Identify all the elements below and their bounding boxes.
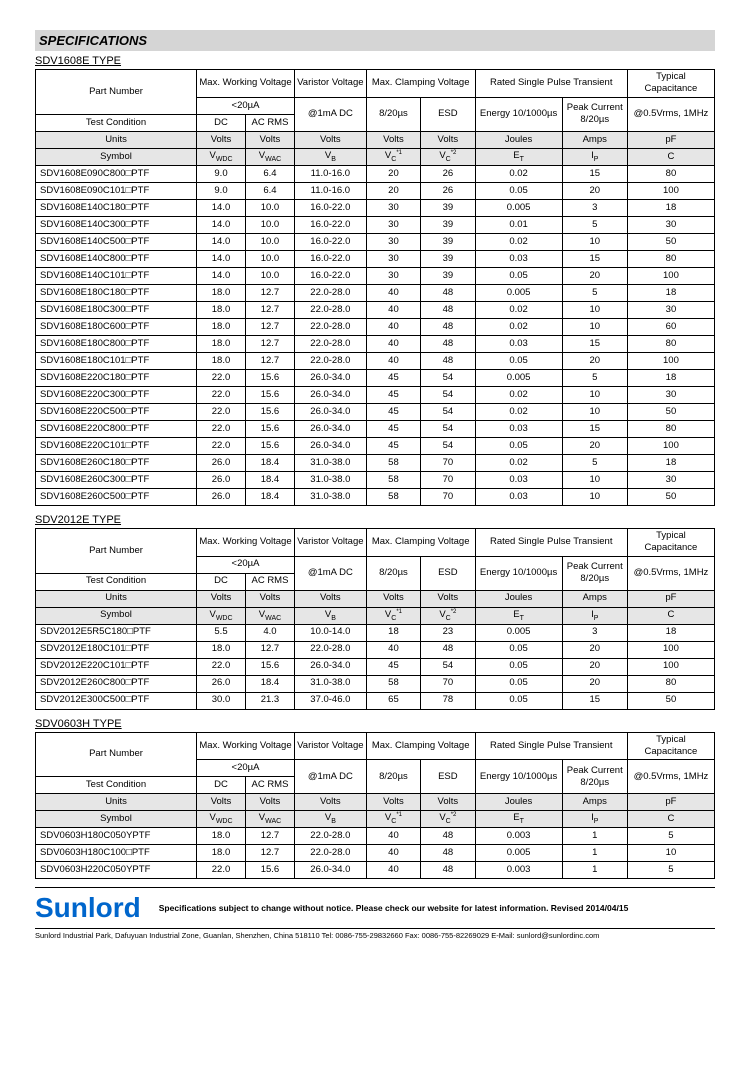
table-row: SDV1608E140C800□PTF14.010.016.0-22.03039…: [36, 250, 715, 267]
footer-address: Sunlord Industrial Park, Dafuyuan Indust…: [35, 931, 715, 940]
table-row: SDV1608E180C800□PTF18.012.722.0-28.04048…: [36, 335, 715, 352]
spec-table-1: Part NumberMax. Working VoltageVaristor …: [35, 69, 715, 506]
table-row: SDV1608E180C180□PTF18.012.722.0-28.04048…: [36, 284, 715, 301]
table-row: SDV1608E220C300□PTF22.015.626.0-34.04554…: [36, 386, 715, 403]
table-row: SDV1608E140C300□PTF14.010.016.0-22.03039…: [36, 216, 715, 233]
table-row: SDV1608E180C300□PTF18.012.722.0-28.04048…: [36, 301, 715, 318]
table-row: SDV1608E140C180□PTF14.010.016.0-22.03039…: [36, 199, 715, 216]
table-row: SDV2012E180C101□PTF18.012.722.0-28.04048…: [36, 641, 715, 658]
brand-logo: Sunlord: [35, 892, 141, 924]
table-row: SDV1608E260C180□PTF26.018.431.0-38.05870…: [36, 454, 715, 471]
table-row: SDV1608E220C800□PTF22.015.626.0-34.04554…: [36, 420, 715, 437]
table-row: SDV1608E140C500□PTF14.010.016.0-22.03039…: [36, 233, 715, 250]
table-row: SDV1608E180C600□PTF18.012.722.0-28.04048…: [36, 318, 715, 335]
footer: Sunlord Specifications subject to change…: [35, 887, 715, 929]
table-row: SDV2012E260C800□PTF26.018.431.0-38.05870…: [36, 675, 715, 692]
table-row: SDV1608E220C500□PTF22.015.626.0-34.04554…: [36, 403, 715, 420]
table-row: SDV1608E140C101□PTF14.010.016.0-22.03039…: [36, 267, 715, 284]
table-row: SDV0603H180C050YPTF18.012.722.0-28.04048…: [36, 828, 715, 845]
spec-table-3: Part NumberMax. Working VoltageVaristor …: [35, 732, 715, 880]
table-row: SDV0603H180C100□PTF18.012.722.0-28.04048…: [36, 845, 715, 862]
table-row: SDV1608E260C500□PTF26.018.431.0-38.05870…: [36, 488, 715, 505]
type-title-1: SDV1608E TYPE: [35, 55, 715, 67]
table-row: SDV1608E180C101□PTF18.012.722.0-28.04048…: [36, 352, 715, 369]
spec-table-2: Part NumberMax. Working VoltageVaristor …: [35, 528, 715, 710]
table-row: SDV2012E5R5C180□PTF5.54.010.0-14.018230.…: [36, 624, 715, 641]
table-row: SDV1608E260C300□PTF26.018.431.0-38.05870…: [36, 471, 715, 488]
type-title-2: SDV2012E TYPE: [35, 514, 715, 526]
table-row: SDV0603H220C050YPTF22.015.626.0-34.04048…: [36, 862, 715, 879]
table-row: SDV2012E300C500□PTF30.021.337.0-46.06578…: [36, 692, 715, 709]
table-row: SDV1608E090C101□PTF9.06.411.0-16.020260.…: [36, 182, 715, 199]
table-row: SDV1608E090C800□PTF9.06.411.0-16.020260.…: [36, 165, 715, 182]
table-row: SDV1608E220C101□PTF22.015.626.0-34.04554…: [36, 437, 715, 454]
section-title: SPECIFICATIONS: [35, 30, 715, 51]
table-row: SDV1608E220C180□PTF22.015.626.0-34.04554…: [36, 369, 715, 386]
table-row: SDV2012E220C101□PTF22.015.626.0-34.04554…: [36, 658, 715, 675]
type-title-3: SDV0603H TYPE: [35, 718, 715, 730]
footer-note: Specifications subject to change without…: [159, 903, 629, 913]
